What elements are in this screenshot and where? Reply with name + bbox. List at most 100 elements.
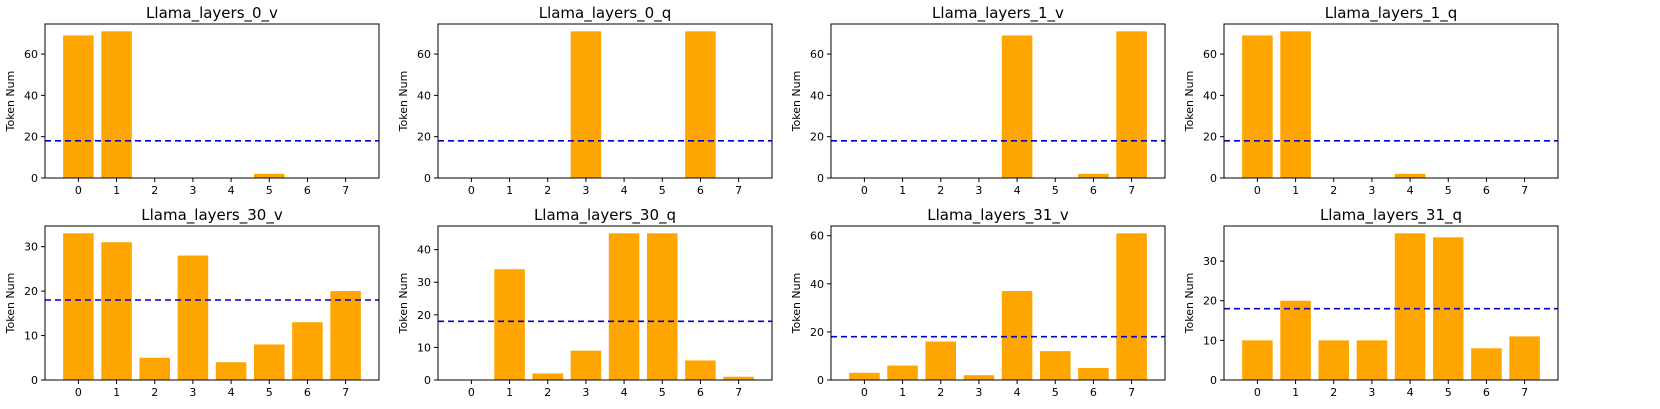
bar (1242, 35, 1273, 179)
x-tick-label: 4 (621, 184, 628, 197)
bar (570, 31, 602, 179)
x-tick-label: 4 (621, 386, 628, 399)
bar (63, 233, 94, 380)
y-tick-label: 20 (24, 131, 38, 144)
y-axis-label: Token Num (397, 71, 410, 133)
x-tick-label: 6 (304, 386, 311, 399)
bar (1356, 340, 1388, 380)
x-tick-label: 0 (1254, 184, 1261, 197)
bar (570, 350, 602, 380)
axes-frame (1223, 225, 1559, 381)
x-tick-label: 2 (151, 184, 158, 197)
chart-title: Llama_layers_31_q (1320, 206, 1462, 225)
y-tick-label: 40 (417, 89, 431, 102)
x-tick-label: 0 (861, 184, 868, 197)
bar (1280, 300, 1311, 380)
x-tick-label: 7 (735, 386, 742, 399)
bar (1078, 173, 1109, 178)
axes-frame (437, 23, 773, 179)
x-tick-label: 4 (1407, 386, 1414, 399)
chart-title: Llama_layers_31_v (927, 206, 1069, 225)
y-tick-label: 30 (1203, 255, 1217, 268)
y-axis-label: Token Num (1183, 273, 1196, 335)
bar (532, 373, 564, 380)
y-tick-label: 60 (1203, 48, 1217, 61)
bar (1471, 348, 1502, 380)
y-tick-label: 40 (810, 89, 824, 102)
bar (1318, 340, 1350, 380)
axes-frame (1223, 23, 1559, 179)
x-tick-label: 6 (304, 184, 311, 197)
x-tick-label: 0 (1254, 386, 1261, 399)
x-tick-label: 1 (113, 184, 120, 197)
x-tick-label: 4 (1014, 386, 1021, 399)
chart-title: Llama_layers_0_v (146, 4, 278, 23)
y-axis-label: Token Num (4, 71, 17, 133)
x-tick-label: 3 (975, 184, 982, 197)
bar (253, 173, 285, 178)
subplot-6: Llama_layers_30_q 0 1 2 3 4 5 6 7 0 10 20 30 40 Token … (397, 206, 773, 399)
y-axis-label: Token Num (790, 273, 803, 335)
y-tick-label: 20 (810, 131, 824, 144)
y-tick-label: 20 (417, 131, 431, 144)
subplot-7: Llama_layers_31_v 0 1 2 3 4 5 6 7 0 20 40 60 Token Nu… (790, 206, 1166, 399)
x-tick-label: 2 (1330, 184, 1337, 197)
axes-frame (830, 23, 1166, 179)
y-tick-label: 60 (24, 48, 38, 61)
y-tick-label: 20 (810, 326, 824, 339)
bar (963, 375, 995, 380)
y-tick-label: 0 (1210, 374, 1217, 387)
x-tick-label: 6 (697, 386, 704, 399)
y-axis-label: Token Num (1183, 71, 1196, 133)
y-tick-label: 60 (810, 48, 824, 61)
x-tick-label: 5 (659, 184, 666, 197)
x-tick-label: 2 (937, 386, 944, 399)
x-tick-label: 3 (1368, 386, 1375, 399)
subplot-3: Llama_layers_1_v 0 1 2 3 4 5 6 7 0 20 40 60 Token Num (790, 4, 1166, 197)
y-tick-label: 0 (1210, 172, 1217, 185)
x-tick-label: 6 (1483, 184, 1490, 197)
bar (723, 376, 754, 380)
bar (1039, 351, 1071, 380)
y-tick-label: 60 (417, 48, 431, 61)
bar (1078, 367, 1109, 380)
chart-title: Llama_layers_30_q (534, 206, 676, 225)
chart-title: Llama_layers_1_q (1325, 4, 1458, 23)
x-tick-label: 6 (1483, 386, 1490, 399)
x-tick-label: 4 (228, 386, 235, 399)
x-tick-label: 1 (506, 386, 513, 399)
x-tick-label: 3 (975, 386, 982, 399)
bar (177, 255, 209, 380)
axes-frame (830, 225, 1166, 381)
y-tick-label: 30 (24, 241, 38, 254)
axes-frame (44, 23, 380, 179)
y-axis-label: Token Num (4, 273, 17, 335)
bar (139, 357, 171, 380)
y-tick-label: 40 (417, 244, 431, 257)
x-tick-label: 3 (582, 386, 589, 399)
x-tick-label: 7 (1521, 184, 1528, 197)
bar (215, 362, 247, 380)
bar (494, 269, 525, 380)
x-tick-label: 1 (899, 184, 906, 197)
y-tick-label: 40 (24, 89, 38, 102)
y-tick-label: 40 (810, 278, 824, 291)
y-tick-label: 0 (31, 172, 38, 185)
y-tick-label: 0 (817, 374, 824, 387)
bar (101, 242, 132, 380)
x-tick-label: 2 (1330, 386, 1337, 399)
x-tick-label: 5 (1052, 184, 1059, 197)
y-tick-label: 10 (24, 330, 38, 343)
y-tick-label: 0 (817, 172, 824, 185)
x-tick-label: 0 (468, 386, 475, 399)
x-tick-label: 6 (697, 184, 704, 197)
bar (849, 372, 880, 380)
y-axis-label: Token Num (790, 71, 803, 133)
bar (685, 31, 716, 179)
x-tick-label: 6 (1090, 386, 1097, 399)
x-tick-label: 5 (266, 386, 273, 399)
y-tick-label: 60 (810, 230, 824, 243)
y-tick-label: 40 (1203, 89, 1217, 102)
x-tick-label: 0 (75, 184, 82, 197)
y-tick-label: 10 (1203, 334, 1217, 347)
